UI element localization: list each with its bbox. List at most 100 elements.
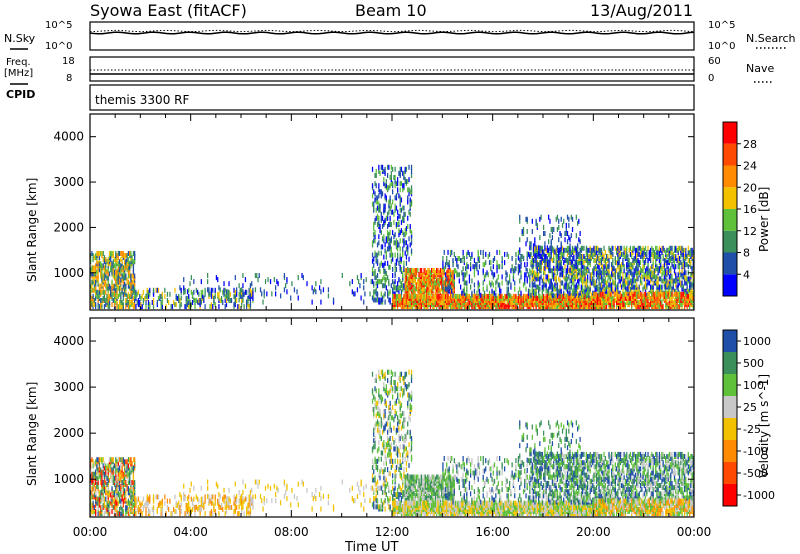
power-cell	[103, 271, 106, 277]
power-cell	[655, 251, 657, 257]
power-cell	[408, 300, 410, 305]
noise-panel-frame	[89, 21, 695, 51]
power-cell	[665, 268, 667, 274]
power-cell	[535, 284, 537, 290]
power-cell	[115, 287, 117, 293]
power-cell	[448, 295, 450, 301]
power-cell	[380, 230, 382, 236]
power-cell	[371, 166, 374, 172]
power-cell	[152, 298, 155, 303]
power-cell	[519, 293, 521, 299]
power-cell	[642, 245, 644, 251]
power-cell	[376, 273, 379, 278]
power-cell	[111, 279, 113, 285]
power-cell	[617, 251, 619, 257]
power-cell	[405, 226, 408, 232]
power-cell	[612, 286, 614, 292]
power-cell	[452, 295, 454, 301]
power-cell	[680, 260, 682, 266]
power-cell	[238, 304, 240, 310]
power-cell	[670, 249, 672, 255]
power-cell	[429, 276, 432, 282]
power-cell	[449, 272, 452, 278]
power-cell	[600, 298, 603, 303]
power-cell	[566, 288, 569, 294]
power-cell	[595, 270, 598, 276]
power-cell	[236, 291, 238, 297]
power-cell	[515, 293, 517, 299]
power-cell	[429, 304, 432, 310]
power-cell	[456, 293, 458, 299]
power-cell	[473, 258, 476, 263]
power-cell	[549, 282, 551, 288]
power-cell	[404, 211, 406, 217]
power-cell	[429, 270, 432, 276]
power-cell	[668, 288, 671, 294]
power-cell	[369, 291, 371, 297]
power-cell	[608, 274, 610, 280]
power-cell	[685, 251, 687, 257]
power-cell	[125, 253, 127, 259]
power-cell	[399, 199, 401, 205]
power-cell	[526, 276, 528, 282]
power-cell	[410, 268, 413, 273]
power-cell	[197, 289, 199, 295]
power-cell	[561, 222, 564, 228]
power-cell	[651, 251, 653, 257]
power-cell	[383, 181, 385, 187]
power-cell	[563, 293, 565, 299]
power-cell	[385, 183, 387, 189]
power-cell	[126, 265, 128, 271]
power-cell	[442, 293, 444, 299]
power-cell	[467, 249, 469, 255]
power-cell	[209, 304, 211, 310]
power-cell	[647, 270, 649, 276]
power-cell	[203, 295, 205, 301]
power-cell	[375, 281, 377, 287]
power-cell	[244, 277, 247, 283]
power-cell	[651, 270, 653, 276]
power-cell	[527, 298, 530, 303]
power-cell	[514, 286, 516, 292]
power-cell	[453, 298, 455, 303]
power-cell	[175, 302, 177, 308]
power-cell	[641, 291, 643, 297]
power-cell	[160, 300, 162, 305]
power-cell	[588, 247, 590, 253]
power-cell	[637, 262, 639, 268]
power-cell	[515, 251, 517, 257]
power-cell	[480, 292, 482, 298]
power-cell	[499, 264, 501, 270]
power-cell	[623, 278, 625, 284]
power-cell	[595, 249, 598, 255]
power-cell	[414, 268, 416, 273]
power-cell	[603, 264, 605, 270]
power-cell	[643, 254, 645, 259]
power-cell	[112, 273, 114, 279]
power-cell	[519, 278, 521, 284]
power-cell	[426, 270, 428, 276]
power-cell	[263, 293, 265, 299]
power-cell	[378, 240, 380, 246]
power-cell	[621, 262, 623, 268]
power-cell	[225, 289, 228, 295]
power-cell	[98, 267, 101, 273]
power-cell	[546, 262, 549, 268]
power-cell	[643, 295, 645, 301]
power-cell	[641, 280, 643, 286]
power-cell	[611, 266, 613, 272]
power-cell	[273, 277, 275, 283]
power-cell	[548, 302, 550, 308]
power-cell	[571, 263, 574, 269]
velocity-cell	[90, 490, 92, 496]
power-cell	[132, 279, 135, 285]
power-cell	[569, 243, 571, 249]
power-cell	[160, 304, 162, 310]
power-cell	[623, 254, 625, 259]
power-cell	[564, 292, 566, 298]
power-cell	[351, 279, 353, 285]
power-cell	[634, 300, 637, 305]
power-cell	[414, 300, 416, 305]
power-cell	[105, 257, 107, 263]
power-cell	[92, 253, 94, 259]
